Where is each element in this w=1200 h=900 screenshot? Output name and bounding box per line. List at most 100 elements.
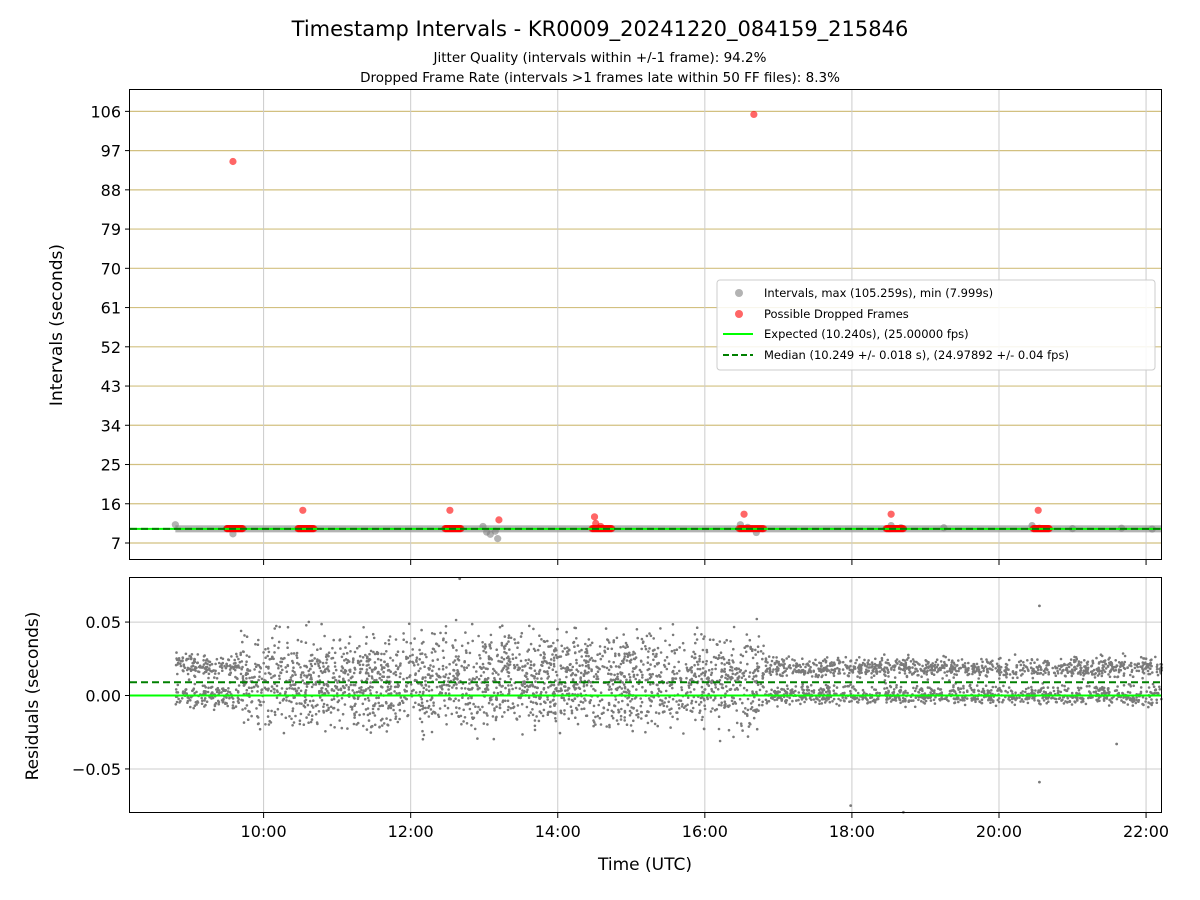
residual-point [1130, 670, 1134, 674]
residual-point [355, 710, 358, 714]
residual-point [586, 644, 589, 648]
residual-point [1133, 663, 1137, 666]
residual-point [369, 692, 373, 695]
residual-point [531, 701, 535, 704]
residual-point [806, 686, 810, 689]
residual-point [798, 663, 801, 667]
residual-point [861, 661, 865, 665]
residual-point [568, 663, 572, 666]
residual-point [940, 691, 943, 694]
residual-point [974, 700, 977, 704]
residual-point [565, 702, 569, 705]
residual-point [245, 677, 248, 680]
residual-point [371, 724, 374, 728]
residual-point [423, 665, 426, 668]
residual-point [930, 672, 934, 675]
residual-point [521, 689, 524, 692]
residual-point [1054, 674, 1058, 677]
residual-point [711, 707, 714, 710]
residual-point [977, 668, 981, 671]
residual-point [1122, 684, 1126, 687]
residual-point [868, 663, 872, 666]
residual-point [460, 664, 464, 668]
residual-point [931, 669, 934, 672]
residual-point [1067, 687, 1070, 690]
residual-point [257, 722, 260, 725]
residual-point [875, 667, 878, 670]
residual-point [465, 722, 469, 725]
residual-point [1114, 689, 1118, 692]
residual-point [1081, 671, 1085, 674]
residual-point [482, 671, 486, 674]
residual-point [490, 641, 493, 644]
residual-point [745, 688, 749, 692]
residual-point [443, 704, 447, 708]
residual-point [291, 709, 295, 713]
residual-point [179, 662, 182, 665]
residual-point [1019, 691, 1023, 695]
residual-point [606, 647, 610, 650]
residual-point [748, 671, 752, 674]
residual-point [875, 692, 878, 695]
residual-point [330, 657, 333, 660]
residual-point [688, 668, 692, 671]
residual-point [741, 729, 744, 732]
y-tick-label: 43 [101, 377, 121, 396]
residual-point [880, 659, 884, 662]
residual-point [538, 668, 542, 672]
residual-point [1113, 675, 1116, 679]
residual-point [279, 664, 283, 668]
residual-point [1149, 659, 1152, 662]
residual-point [1074, 701, 1077, 704]
residual-point [355, 723, 358, 726]
residual-point [584, 659, 588, 663]
residual-point [1058, 668, 1062, 671]
residual-point [596, 653, 599, 656]
residual-point [308, 659, 312, 663]
residual-point [558, 678, 562, 681]
residual-point [822, 669, 825, 673]
residual-point [196, 670, 200, 673]
residual-point [291, 707, 295, 710]
residual-point [795, 699, 798, 702]
residual-point [916, 674, 919, 677]
residual-point [553, 703, 556, 706]
residual-point [1106, 688, 1110, 691]
residual-point [547, 675, 550, 678]
residual-point [739, 661, 742, 664]
residual-point [945, 663, 948, 667]
residual-point [703, 688, 707, 691]
residual-point [598, 699, 602, 703]
residual-point [1141, 676, 1144, 680]
residual-point [352, 671, 356, 675]
residual-point [612, 640, 615, 644]
residual-point [183, 690, 187, 694]
residual-point [507, 690, 511, 693]
residual-point [1038, 664, 1041, 667]
residual-point [327, 665, 330, 668]
residual-point [812, 670, 815, 673]
residual-point [851, 671, 855, 674]
residual-point [392, 704, 395, 707]
residual-point [650, 719, 653, 723]
residual-point [785, 684, 789, 687]
residual-point [356, 646, 359, 650]
residual-point [477, 677, 481, 681]
residual-point [444, 631, 448, 635]
residual-point [528, 685, 532, 688]
residual-point [426, 673, 430, 676]
residual-point [285, 699, 288, 702]
residual-point [476, 737, 479, 740]
residual-point [694, 718, 697, 722]
residual-point [638, 679, 641, 682]
residual-point [1135, 669, 1139, 673]
residual-point [655, 652, 658, 656]
residual-point [556, 627, 559, 631]
residual-point [329, 705, 333, 709]
residual-point [736, 676, 739, 680]
residual-point [420, 628, 423, 632]
residual-point [997, 700, 1001, 704]
x-tick-label: 18:00 [829, 822, 875, 841]
residual-point [1019, 663, 1023, 667]
residual-point [445, 683, 448, 687]
